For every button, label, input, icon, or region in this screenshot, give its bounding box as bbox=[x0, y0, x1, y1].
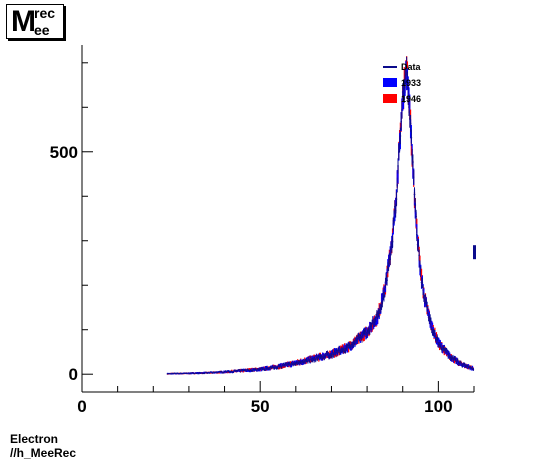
mc-1946-bin bbox=[313, 354, 315, 360]
mc-1933-bin bbox=[380, 293, 383, 304]
mc-1946-bin bbox=[333, 348, 335, 355]
mc-1933-bin bbox=[307, 357, 309, 362]
mc-1933-bin bbox=[261, 368, 263, 372]
mc-1946-bin bbox=[410, 137, 412, 156]
mc-1933-bin bbox=[224, 371, 227, 373]
mc-1946-bin bbox=[378, 302, 380, 313]
mc-1946-bin bbox=[363, 333, 365, 341]
mc-1933-bin bbox=[397, 166, 399, 184]
mc-1933-bin bbox=[266, 365, 268, 369]
legend-swatch-1933 bbox=[383, 78, 397, 87]
x-tick-label: 0 bbox=[77, 397, 86, 416]
legend-swatch-1946 bbox=[383, 94, 397, 103]
legend-label-1946: 1946 bbox=[401, 94, 421, 104]
mc-1946-bin bbox=[435, 332, 438, 340]
mc-1933-bin bbox=[191, 372, 193, 375]
caption-line-2: //h_MeeRec bbox=[10, 446, 77, 460]
mc-1933-bin bbox=[407, 76, 409, 97]
mc-1933-bin bbox=[246, 369, 249, 372]
mc-1946-bin bbox=[250, 367, 253, 371]
mc-1933-bin bbox=[402, 88, 405, 109]
x-tick-label: 100 bbox=[424, 397, 452, 416]
mc-1933-bin bbox=[331, 350, 333, 356]
mc-1946-bin bbox=[231, 369, 233, 372]
mc-1946-bin bbox=[403, 67, 405, 88]
title-main: M bbox=[11, 5, 36, 38]
mc-1933-bin bbox=[280, 362, 282, 367]
mc-1933-bin bbox=[394, 205, 396, 222]
caption-line-1: Electron bbox=[10, 432, 59, 446]
mc-1933-bin bbox=[242, 369, 244, 373]
mc-1933-bin bbox=[292, 360, 294, 365]
mc-1933-bin bbox=[263, 366, 265, 370]
mc-1933-bin bbox=[438, 337, 440, 345]
mc-1933-bin bbox=[457, 360, 459, 366]
mc-1933-bin bbox=[409, 94, 411, 115]
mc-1933-bin bbox=[322, 352, 324, 358]
mc-1933-bin bbox=[202, 371, 205, 374]
mc-1946-bin bbox=[210, 372, 212, 374]
legend-label-1933: 1933 bbox=[401, 78, 421, 88]
mc-1933-bin bbox=[383, 286, 385, 298]
title-superscript: rec bbox=[34, 5, 56, 21]
histogram-title-box: M rec ee bbox=[6, 4, 64, 39]
mc-1946-bin bbox=[354, 336, 356, 344]
overflow-marker bbox=[473, 245, 476, 260]
mc-1933-bin bbox=[431, 320, 433, 330]
mc-1933-bin bbox=[308, 355, 311, 361]
mc-1933-bin bbox=[406, 69, 408, 91]
mc-1946-bin bbox=[318, 356, 320, 362]
y-tick-label: 0 bbox=[69, 365, 78, 384]
mc-1946-bin bbox=[248, 368, 250, 371]
mc-1946-bin bbox=[218, 371, 220, 374]
x-tick-label: 50 bbox=[251, 397, 270, 416]
mc-1933-bin bbox=[220, 371, 222, 374]
mc-1933-bin bbox=[386, 268, 388, 281]
y-tick-label: 500 bbox=[50, 143, 78, 162]
mc-1933-bin bbox=[441, 342, 443, 350]
legend-label-data: Data bbox=[401, 62, 422, 72]
mc-1946-bin bbox=[358, 336, 360, 344]
mc-1946-bin bbox=[278, 366, 280, 370]
mc-1933-bin bbox=[431, 322, 434, 331]
mc-1933-bin bbox=[437, 340, 439, 347]
mc-1933-bin bbox=[412, 161, 414, 179]
mc-1946-bin bbox=[443, 349, 445, 356]
mc-1946-bin bbox=[348, 346, 350, 353]
mc-1933-bin bbox=[339, 346, 341, 353]
mc-1933-bin bbox=[195, 372, 198, 374]
mc-1946-bin bbox=[420, 268, 423, 281]
mc-1933-bin bbox=[346, 346, 348, 353]
mc-1933-bin bbox=[436, 337, 438, 345]
mc-1933-bin bbox=[429, 318, 431, 328]
mc-1933-bin bbox=[259, 368, 261, 372]
mc-1933-bin bbox=[376, 316, 378, 326]
mc-1933-bin bbox=[287, 363, 289, 367]
mc-1933-bin bbox=[448, 353, 450, 359]
mc-1946-bin bbox=[329, 350, 331, 356]
mc-1946-bin bbox=[453, 358, 456, 364]
mc-1946-bin bbox=[290, 361, 292, 366]
mc-1933-bin bbox=[315, 355, 317, 360]
mc-1946-bin bbox=[242, 370, 245, 373]
mc-1946-bin bbox=[372, 321, 374, 330]
mc-1933-bin bbox=[347, 345, 349, 353]
mc-1933-bin bbox=[366, 327, 368, 335]
mc-1933-bin bbox=[377, 314, 379, 324]
mc-1933-bin bbox=[389, 246, 391, 260]
mc-1933-bin bbox=[408, 87, 410, 108]
title-subscript: ee bbox=[34, 22, 50, 38]
caption: Electron //h_MeeRec bbox=[10, 432, 76, 460]
